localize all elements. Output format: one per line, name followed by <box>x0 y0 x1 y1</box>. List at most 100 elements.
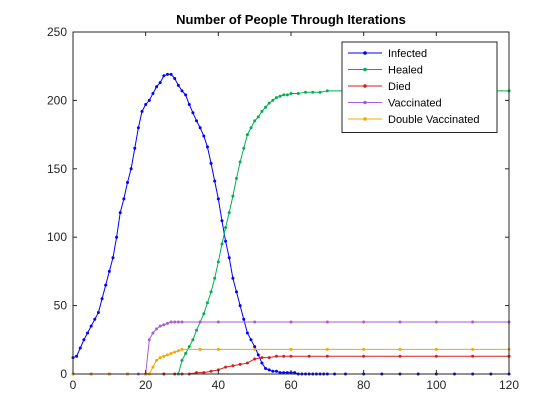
data-point <box>253 320 257 324</box>
data-point <box>224 226 228 230</box>
data-point <box>296 92 300 96</box>
data-point <box>267 356 271 360</box>
y-tick-label: 100 <box>47 230 67 244</box>
data-point <box>362 320 366 324</box>
data-point <box>238 362 242 366</box>
legend-label: Double Vaccinated <box>388 114 480 126</box>
data-point <box>151 331 155 335</box>
data-point <box>165 72 169 76</box>
data-point <box>285 93 289 97</box>
data-point <box>245 361 249 365</box>
data-point <box>260 109 264 113</box>
data-point <box>249 338 253 342</box>
data-point <box>155 358 159 362</box>
data-point <box>235 176 238 180</box>
data-point <box>362 347 366 351</box>
data-point <box>151 92 155 96</box>
data-point <box>325 347 329 351</box>
data-point <box>325 89 329 93</box>
data-point <box>158 356 162 360</box>
data-point <box>274 369 278 373</box>
data-point <box>434 347 438 351</box>
data-point <box>165 353 169 357</box>
data-point <box>173 320 177 324</box>
data-point <box>86 331 90 335</box>
legend-marker <box>363 84 367 88</box>
data-point <box>325 320 329 324</box>
data-point <box>195 119 199 123</box>
data-point <box>169 351 173 355</box>
data-point <box>89 324 93 328</box>
data-point <box>238 160 242 164</box>
data-point <box>187 345 191 349</box>
legend-marker <box>363 67 367 72</box>
legend-marker <box>363 100 367 105</box>
data-point <box>213 179 217 183</box>
data-point <box>202 312 206 316</box>
data-point <box>227 211 231 215</box>
data-point <box>398 347 402 351</box>
data-point <box>198 126 202 130</box>
data-point <box>289 92 293 96</box>
data-point <box>231 276 235 280</box>
data-point <box>209 369 213 373</box>
data-point <box>144 103 148 106</box>
data-point <box>198 347 202 351</box>
x-tick-label: 100 <box>426 378 446 392</box>
data-point <box>274 354 278 358</box>
data-point <box>180 358 184 362</box>
data-point <box>122 197 126 201</box>
y-tick-label: 0 <box>60 367 67 381</box>
legend-marker <box>363 51 367 55</box>
data-point <box>471 354 475 358</box>
data-point <box>220 242 224 246</box>
data-point <box>224 239 228 243</box>
data-point <box>169 72 173 76</box>
data-point <box>93 317 97 321</box>
data-point <box>224 365 228 369</box>
data-point <box>278 371 282 375</box>
data-point <box>260 361 264 365</box>
data-point <box>162 354 166 358</box>
data-point <box>169 320 173 324</box>
data-point <box>267 101 271 105</box>
data-point <box>307 354 311 358</box>
data-point <box>209 161 213 165</box>
data-point <box>398 320 402 324</box>
data-point <box>202 134 206 138</box>
data-point <box>96 310 100 314</box>
data-point <box>78 346 82 350</box>
data-point <box>242 317 246 321</box>
data-point <box>216 368 220 372</box>
data-point <box>245 331 249 335</box>
data-point <box>274 96 278 100</box>
data-point <box>173 350 177 354</box>
data-point <box>253 119 257 123</box>
legend-entry: Infected <box>348 48 427 60</box>
data-point <box>253 345 257 349</box>
data-point <box>220 219 224 223</box>
data-point <box>100 297 104 301</box>
data-point <box>325 354 329 358</box>
legend-label: Infected <box>388 48 427 60</box>
data-point <box>282 371 286 375</box>
legend-label: Died <box>388 81 411 93</box>
data-point <box>126 180 129 184</box>
data-point <box>155 327 159 331</box>
data-point <box>434 320 438 324</box>
data-point <box>267 368 271 372</box>
data-point <box>173 77 177 81</box>
data-point <box>191 111 195 115</box>
data-point <box>235 290 238 294</box>
y-tick-label: 200 <box>47 93 67 107</box>
data-point <box>184 351 188 355</box>
data-point <box>82 338 86 342</box>
data-point <box>256 353 260 357</box>
data-point <box>260 356 264 360</box>
y-tick-label: 50 <box>54 299 68 313</box>
data-point <box>147 338 151 342</box>
data-point <box>398 354 402 358</box>
x-tick-label: 20 <box>139 378 153 392</box>
data-point <box>104 283 108 287</box>
